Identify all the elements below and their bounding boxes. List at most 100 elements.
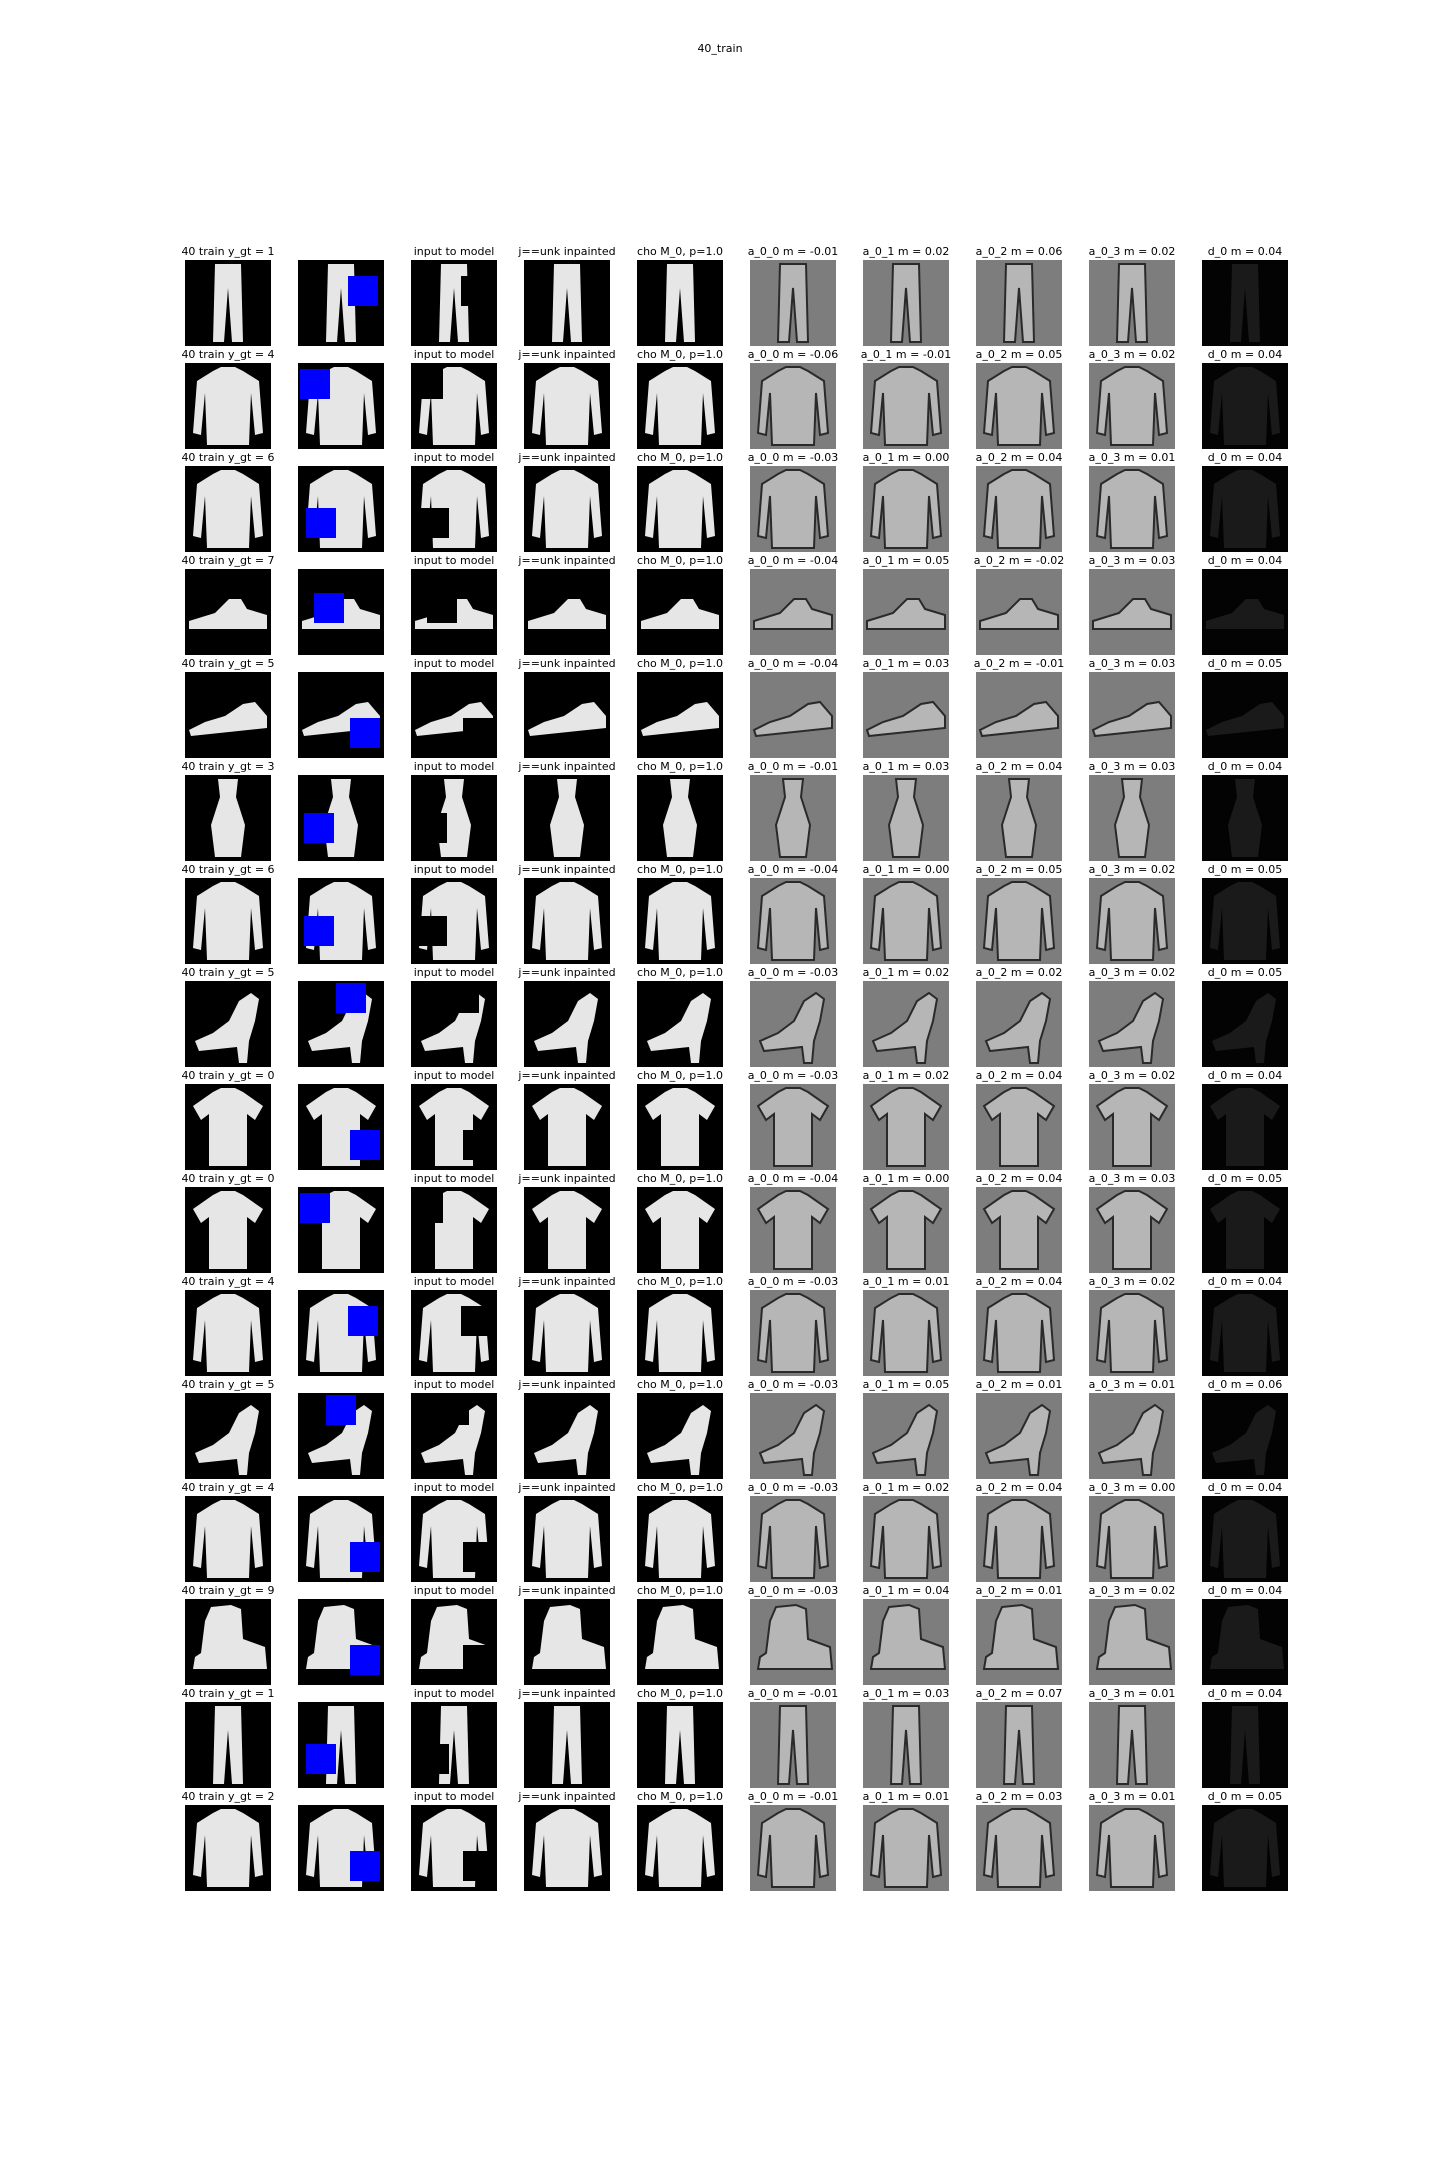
image-panel-inpainted: [524, 1393, 610, 1479]
panel-title-d0: d_0 m = 0.04: [1207, 348, 1283, 361]
image-panel-a2: [976, 775, 1062, 861]
image-panel-gt: [185, 363, 271, 449]
panel-title-a3: a_0_3 m = 0.02: [1088, 245, 1176, 258]
panel-title-a2: a_0_2 m = -0.01: [973, 657, 1065, 670]
occlusion-mask: [306, 508, 336, 538]
panel-title-input: input to model: [413, 245, 495, 258]
occlusion-mask: [300, 1193, 330, 1223]
image-panel-a0: [750, 775, 836, 861]
panel-title-d0: d_0 m = 0.05: [1207, 657, 1283, 670]
image-panel-input: [411, 1393, 497, 1479]
image-panel-a3: [1089, 466, 1175, 552]
image-panel-gt: [185, 569, 271, 655]
panel-title-a1: a_0_1 m = 0.02: [862, 1481, 950, 1494]
image-panel-a1: [863, 878, 949, 964]
image-panel-d0: [1202, 1187, 1288, 1273]
image-panel-d0: [1202, 466, 1288, 552]
image-panel-inpainted: [524, 1805, 610, 1891]
image-panel-inpainted: [524, 672, 610, 758]
image-panel-a1: [863, 1496, 949, 1582]
image-panel-d0: [1202, 1702, 1288, 1788]
image-panel-a1: [863, 569, 949, 655]
panel-title-cho: cho M_0, p=1.0: [637, 657, 723, 670]
image-panel-a3: [1089, 1599, 1175, 1685]
image-panel-a2: [976, 569, 1062, 655]
image-panel-input: [411, 1805, 497, 1891]
panel-title-a1: a_0_1 m = 0.00: [862, 863, 950, 876]
occlusion-mask: [300, 369, 330, 399]
image-panel-input: [411, 672, 497, 758]
panel-title-a1: a_0_1 m = 0.01: [862, 1275, 950, 1288]
image-panel-cho: [637, 672, 723, 758]
occlusion-mask: [306, 1744, 336, 1774]
image-panel-inpainted: [524, 569, 610, 655]
panel-title-gt: 40 train y_gt = 1: [181, 245, 275, 258]
image-panel-input: [411, 1702, 497, 1788]
image-panel-cho: [637, 1496, 723, 1582]
panel-title-a1: a_0_1 m = 0.02: [862, 1069, 950, 1082]
panel-title-inpainted: j==unk inpainted: [518, 657, 616, 670]
image-panel-cho: [637, 1702, 723, 1788]
image-panel-masked: [298, 775, 384, 861]
image-panel-a0: [750, 878, 836, 964]
panel-title-a2: a_0_2 m = -0.02: [973, 554, 1065, 567]
panel-title-a0: a_0_0 m = -0.01: [747, 1790, 839, 1803]
panel-title-a2: a_0_2 m = 0.03: [975, 1790, 1063, 1803]
image-panel-masked: [298, 466, 384, 552]
panel-title-input: input to model: [413, 348, 495, 361]
occlusion-mask: [350, 1851, 380, 1881]
image-panel-inpainted: [524, 466, 610, 552]
image-panel-gt: [185, 1084, 271, 1170]
figure-title: 40_train: [697, 42, 743, 55]
panel-title-a1: a_0_1 m = 0.03: [862, 760, 950, 773]
panel-title-input: input to model: [413, 863, 495, 876]
image-panel-a1: [863, 1805, 949, 1891]
image-panel-cho: [637, 1393, 723, 1479]
image-panel-cho: [637, 569, 723, 655]
image-panel-d0: [1202, 363, 1288, 449]
image-panel-gt: [185, 1187, 271, 1273]
panel-title-a0: a_0_0 m = -0.03: [747, 1069, 839, 1082]
panel-title-inpainted: j==unk inpainted: [518, 1172, 616, 1185]
occlusion-mask: [336, 983, 366, 1013]
panel-title-d0: d_0 m = 0.04: [1207, 1481, 1283, 1494]
blanked-region: [419, 1744, 449, 1774]
panel-title-a2: a_0_2 m = 0.04: [975, 760, 1063, 773]
image-panel-input: [411, 1496, 497, 1582]
panel-title-a3: a_0_3 m = 0.03: [1088, 657, 1176, 670]
image-panel-a1: [863, 1084, 949, 1170]
panel-title-gt: 40 train y_gt = 6: [181, 863, 275, 876]
occlusion-mask: [348, 1306, 378, 1336]
image-panel-d0: [1202, 569, 1288, 655]
panel-title-cho: cho M_0, p=1.0: [637, 451, 723, 464]
image-panel-gt: [185, 981, 271, 1067]
panel-title-a2: a_0_2 m = 0.06: [975, 245, 1063, 258]
image-panel-cho: [637, 466, 723, 552]
panel-title-a0: a_0_0 m = -0.03: [747, 1584, 839, 1597]
panel-title-gt: 40 train y_gt = 5: [181, 966, 275, 979]
panel-title-gt: 40 train y_gt = 0: [181, 1172, 275, 1185]
panel-title-a3: a_0_3 m = 0.02: [1088, 863, 1176, 876]
image-panel-a0: [750, 1496, 836, 1582]
image-panel-d0: [1202, 672, 1288, 758]
panel-title-cho: cho M_0, p=1.0: [637, 1069, 723, 1082]
image-panel-input: [411, 466, 497, 552]
occlusion-mask: [348, 276, 378, 306]
blanked-region: [417, 813, 447, 843]
image-panel-d0: [1202, 260, 1288, 346]
panel-title-a0: a_0_0 m = -0.03: [747, 1275, 839, 1288]
panel-title-gt: 40 train y_gt = 2: [181, 1790, 275, 1803]
panel-title-input: input to model: [413, 1069, 495, 1082]
image-panel-inpainted: [524, 1702, 610, 1788]
panel-title-cho: cho M_0, p=1.0: [637, 760, 723, 773]
image-panel-masked: [298, 1496, 384, 1582]
panel-title-a2: a_0_2 m = 0.01: [975, 1584, 1063, 1597]
panel-title-inpainted: j==unk inpainted: [518, 245, 616, 258]
panel-title-inpainted: j==unk inpainted: [518, 760, 616, 773]
blanked-region: [413, 369, 443, 399]
image-panel-cho: [637, 1187, 723, 1273]
panel-title-a3: a_0_3 m = 0.02: [1088, 348, 1176, 361]
panel-title-a3: a_0_3 m = 0.01: [1088, 1687, 1176, 1700]
panel-title-a0: a_0_0 m = -0.03: [747, 451, 839, 464]
occlusion-mask: [304, 813, 334, 843]
